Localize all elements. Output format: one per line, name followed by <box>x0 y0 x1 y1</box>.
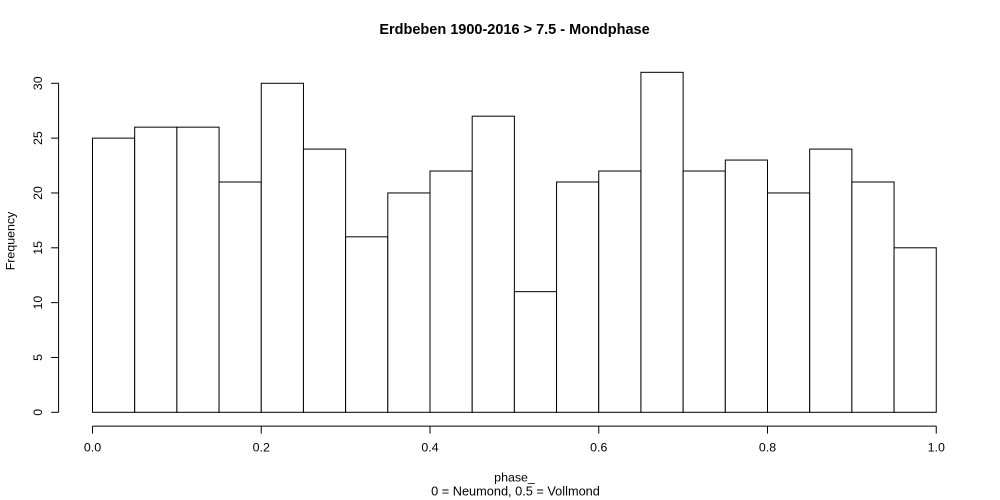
svg-text:0 = Neumond, 0.5 = Vollmond: 0 = Neumond, 0.5 = Vollmond <box>431 484 600 499</box>
svg-text:0.4: 0.4 <box>421 440 438 454</box>
svg-text:phase_: phase_ <box>494 470 536 484</box>
svg-text:Erdbeben 1900-2016 > 7.5 - Mon: Erdbeben 1900-2016 > 7.5 - Mondphase <box>379 22 649 38</box>
svg-text:5: 5 <box>31 354 45 361</box>
svg-text:25: 25 <box>31 131 45 145</box>
svg-text:0.6: 0.6 <box>590 440 607 454</box>
svg-text:0.8: 0.8 <box>759 440 776 454</box>
svg-text:0.0: 0.0 <box>84 440 101 454</box>
svg-text:30: 30 <box>31 76 45 90</box>
svg-text:0.2: 0.2 <box>253 440 270 454</box>
svg-text:Frequency: Frequency <box>3 211 17 270</box>
svg-text:0: 0 <box>31 409 45 416</box>
svg-text:1.0: 1.0 <box>928 440 945 454</box>
svg-text:15: 15 <box>31 241 45 255</box>
svg-text:20: 20 <box>31 186 45 200</box>
svg-text:10: 10 <box>31 296 45 310</box>
